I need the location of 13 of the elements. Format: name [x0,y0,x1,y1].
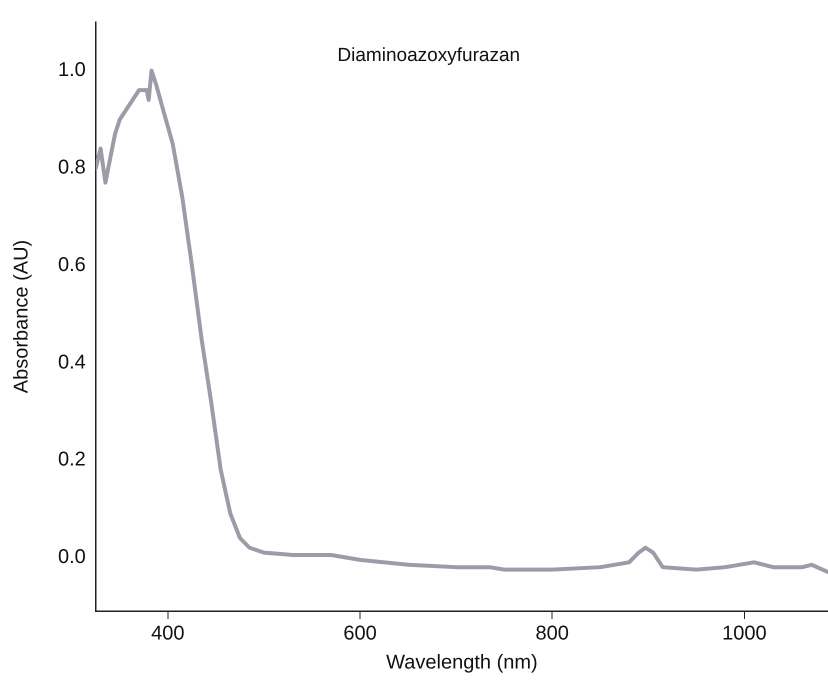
y-tick-label: 0.4 [58,351,86,374]
x-axis-title: Wavelength (nm) [386,652,538,674]
y-tick-label: 0.8 [58,156,86,179]
x-tick-label: 1000 [722,622,767,645]
y-tick-label: 0.2 [58,448,86,471]
x-tick-label: 600 [343,622,377,645]
x-tick-label: 400 [151,622,185,645]
y-tick-label: 0.0 [58,546,86,568]
y-tick-label: 1.0 [58,59,86,82]
y-tick-label: 0.6 [58,254,86,276]
annotation: Diaminoazoxyfurazan [337,45,520,66]
y-axis-title: Absorbance (AU) [10,240,33,394]
x-tick-label: 800 [536,622,569,645]
